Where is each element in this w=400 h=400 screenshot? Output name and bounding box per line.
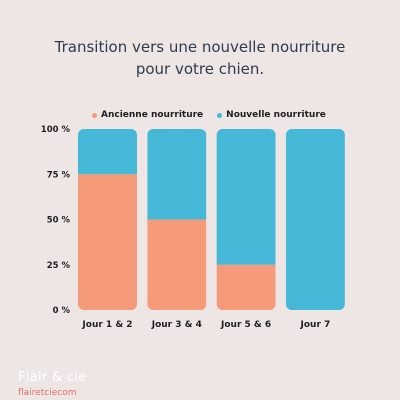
bar-segment-ancienne — [216, 264, 276, 310]
title-line-2: pour votre chien. — [135, 60, 265, 78]
legend-label-ancienne: Ancienne nourriture — [101, 110, 204, 120]
x-tick-label: Jour 1 & 2 — [81, 320, 132, 330]
y-tick-label: 75 % — [47, 170, 71, 180]
y-tick-label: 25 % — [47, 261, 71, 271]
bar-segment-nouvelle — [216, 129, 276, 265]
bar-segment-ancienne — [147, 219, 207, 310]
site-url: flairetciecom — [18, 388, 77, 398]
y-tick-label: 50 % — [47, 216, 71, 226]
x-tick-label: Jour 7 — [300, 320, 331, 330]
legend-item-nouvelle: Nouvelle nourriture — [217, 110, 326, 120]
title-line-1: Transition vers une nouvelle nourriture — [54, 38, 346, 56]
y-tick-label: 0 % — [53, 306, 71, 316]
chart-title: Transition vers une nouvelle nourriture … — [0, 36, 400, 80]
legend-swatch-ancienne — [92, 112, 97, 118]
bar-segment-ancienne — [78, 174, 137, 310]
bar-segment-nouvelle — [147, 129, 207, 220]
bar-segment-nouvelle — [78, 129, 137, 175]
legend-label-nouvelle: Nouvelle nourriture — [226, 110, 326, 120]
brand-logo: Flair & cie — [18, 370, 87, 385]
y-tick-label: 100 % — [41, 125, 71, 135]
x-tick-label: Jour 3 & 4 — [151, 320, 202, 330]
legend: Ancienne nourriture Nouvelle nourriture — [92, 110, 326, 120]
bar-segment-nouvelle — [285, 129, 345, 310]
legend-item-ancienne: Ancienne nourriture — [92, 110, 203, 120]
legend-swatch-nouvelle — [217, 112, 223, 118]
x-tick-label: Jour 5 & 6 — [220, 320, 271, 330]
